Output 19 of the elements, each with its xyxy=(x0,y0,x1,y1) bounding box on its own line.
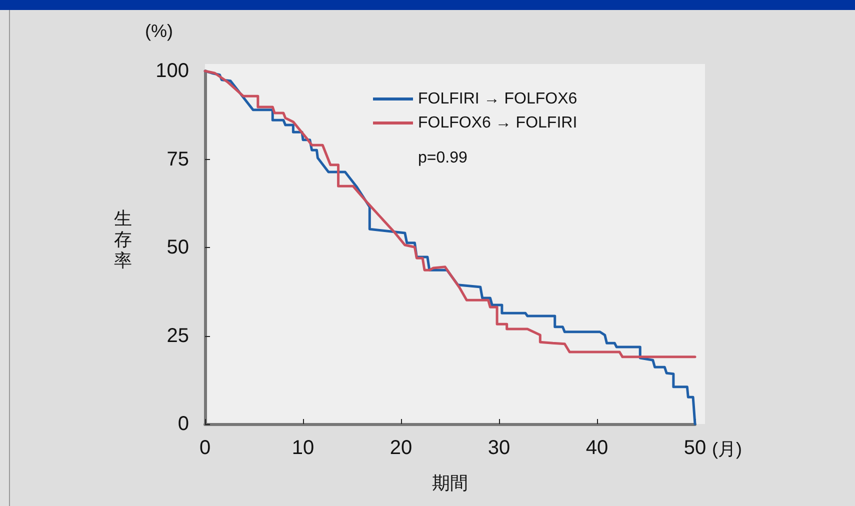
x-tick-label: 10 xyxy=(292,437,314,459)
y-axis-title: 生存率 xyxy=(114,208,132,270)
line-series xyxy=(204,70,696,358)
y-tick-label: 100 xyxy=(156,60,189,82)
legend-label: FOLFIRI → FOLFOX6 xyxy=(418,90,578,108)
y-tick-label: 0 xyxy=(178,413,189,435)
legend-label: FOLFOX6 → FOLFIRI xyxy=(418,114,578,132)
x-tick-label: 50 xyxy=(684,437,706,459)
x-axis-title: 期間 xyxy=(432,473,468,493)
x-tick-label: 40 xyxy=(586,437,608,459)
text: (月) xyxy=(712,439,742,459)
x-tick-label: 0 xyxy=(199,437,211,459)
x-tick-label: 20 xyxy=(390,437,412,459)
y-tick-label: 50 xyxy=(166,236,189,258)
text: (%) xyxy=(145,21,173,41)
y-tick-label: 75 xyxy=(166,148,189,170)
x-tick-label: 30 xyxy=(488,437,510,459)
annotation: p=0.99 xyxy=(418,150,468,166)
y-tick-label: 25 xyxy=(166,324,189,347)
